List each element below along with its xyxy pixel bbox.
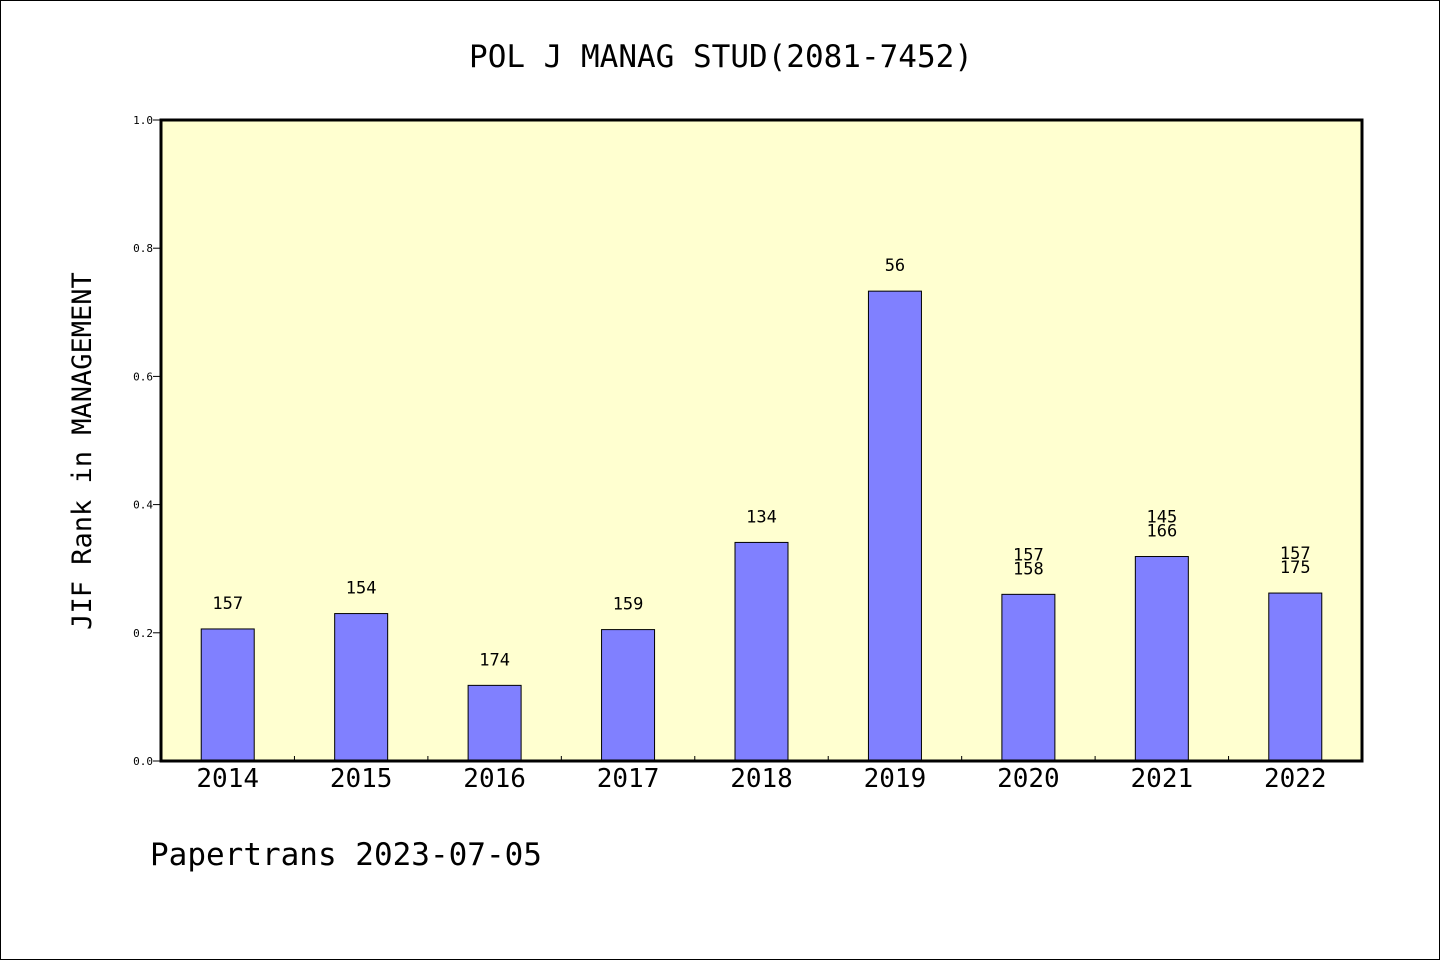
- bar-2021: [1134, 556, 1189, 762]
- data-label: 134: [746, 507, 777, 527]
- bar-2018: [734, 541, 789, 762]
- x-tick-label: 2018: [730, 764, 793, 794]
- data-label: 145: [1146, 508, 1177, 528]
- data-label: 157: [212, 594, 243, 614]
- y-tick-label: 0.6: [133, 370, 153, 383]
- bar-2014: [200, 628, 255, 762]
- data-label: 56: [885, 256, 905, 276]
- x-tick-label: 2015: [330, 764, 393, 794]
- x-tick-label: 2021: [1131, 764, 1194, 794]
- x-tick-label: 2017: [597, 764, 660, 794]
- y-tick-label: 0.8: [133, 242, 153, 255]
- x-tick-label: 2020: [997, 764, 1060, 794]
- y-axis-label: JIF Rank in MANAGEMENT: [67, 272, 98, 630]
- data-label: 166: [1146, 522, 1177, 542]
- y-tick-label: 0.4: [133, 499, 153, 512]
- bar-2022: [1268, 592, 1323, 762]
- footer-credit: Papertrans 2023-07-05: [150, 837, 542, 873]
- bar-2016: [467, 684, 522, 762]
- x-axis-ticks: 2014 2015 2016 2017 2018 2019 2020 2021 2022: [196, 756, 1327, 794]
- data-label: 158: [1013, 559, 1044, 579]
- bar-2020: [1001, 593, 1056, 762]
- bar-2015: [334, 613, 389, 762]
- x-tick-label: 2019: [864, 764, 927, 794]
- data-label: 154: [346, 579, 377, 599]
- chart-title: POL J MANAG STUD(2081-7452): [469, 39, 973, 75]
- data-label: 159: [613, 595, 644, 615]
- plot-border: [159, 118, 1364, 763]
- data-label: 175: [1280, 558, 1311, 578]
- y-axis-ticks: 0.0 0.2 0.4 0.6 0.8 1.0: [133, 114, 161, 768]
- bar-2019: [867, 290, 922, 762]
- x-tick-label: 2022: [1264, 764, 1327, 794]
- x-tick-label: 2014: [196, 764, 259, 794]
- y-tick-label: 0.0: [133, 755, 153, 768]
- data-label: 174: [479, 650, 510, 670]
- x-tick-label: 2016: [463, 764, 526, 794]
- y-tick-label: 0.2: [133, 627, 153, 640]
- bar-2017: [601, 629, 656, 762]
- data-label: 157: [1013, 545, 1044, 565]
- y-tick-label: 1.0: [133, 114, 153, 127]
- data-label: 157: [1280, 544, 1311, 564]
